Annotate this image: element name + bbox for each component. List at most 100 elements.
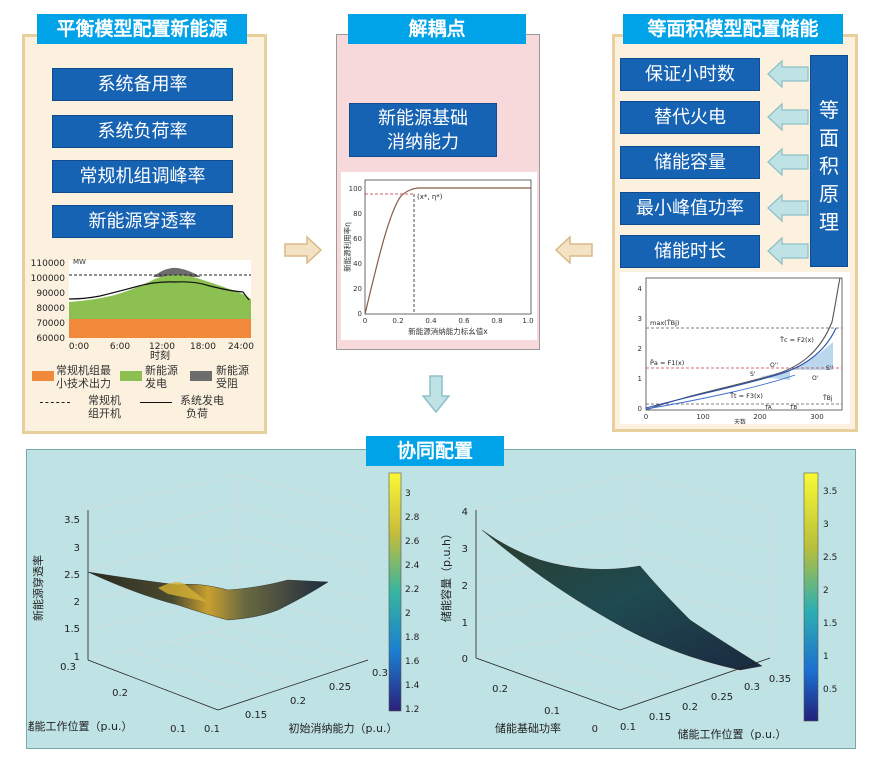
z-tick-3: 3 <box>462 544 468 555</box>
x-tick-0.2: 0.2 <box>492 684 508 695</box>
z-tick-3.5: 3.5 <box>64 515 80 526</box>
legend-load-line2: 负荷 <box>186 407 208 420</box>
principle-char-4: 原 <box>819 182 839 206</box>
ytick-70000: 70000 <box>36 319 65 329</box>
legend-renewable-line2: 发电 <box>145 377 167 390</box>
cbar-tick-1: 1 <box>823 652 829 662</box>
utilization-curve <box>364 187 531 315</box>
legend-swatch-renewable <box>120 371 142 381</box>
bottom-panel-title: 协同配置 <box>366 436 504 466</box>
arrow-icon-5 <box>767 236 809 266</box>
equal-area-principle-box: 等 面 积 原 理 <box>810 55 848 267</box>
label-max: max(T̄Bj) <box>650 318 679 327</box>
y-axis-label: 新能源利用率η <box>342 222 352 272</box>
y-tick-0.3: 0.3 <box>744 682 760 693</box>
item-min-peak-power: 最小峰值功率 <box>620 192 760 225</box>
point-label: (x*, η*) <box>417 193 443 201</box>
item-system-reserve-rate: 系统备用率 <box>52 68 233 101</box>
right-arrows <box>767 59 809 266</box>
y-tick-0.35: 0.35 <box>769 674 791 685</box>
xtick-0: 0 <box>644 413 648 421</box>
xtick-18: 18:00 <box>190 342 216 352</box>
ytick-100: 100 <box>349 185 362 193</box>
label-tb: TB <box>789 405 797 411</box>
ytick-20: 20 <box>353 285 362 293</box>
label-o2: O' <box>812 375 819 382</box>
y-tick-0.1: 0.1 <box>204 724 220 735</box>
ytick-1: 1 <box>638 375 642 383</box>
item-peak-regulation-rate: 常规机组调峰率 <box>52 160 233 193</box>
ytick-80000: 80000 <box>36 304 65 314</box>
label-pa: P̄a = F1(x) <box>650 358 684 367</box>
arrow-icon-3 <box>767 147 809 177</box>
legend-swatch-min-output <box>32 371 54 381</box>
cbar-tick-2.5: 2.5 <box>823 553 837 563</box>
item-storage-duration: 储能时长 <box>620 235 760 268</box>
xtick-0.8: 0.8 <box>491 317 502 325</box>
y-tick-0.2: 0.2 <box>682 702 698 713</box>
y-axis-label: 储能工作位置（p.u.） <box>678 727 787 741</box>
system-load-line <box>68 281 250 301</box>
ytick-100000: 100000 <box>31 274 66 284</box>
x-tick-0.1: 0.1 <box>544 706 560 717</box>
legend-commitment-line1: 常规机 <box>88 394 121 407</box>
box-line1: 新能源基础 <box>378 108 468 129</box>
item-system-load-rate: 系统负荷率 <box>52 115 233 148</box>
xtick-0.4: 0.4 <box>425 317 437 325</box>
z-tick-1.5: 1.5 <box>64 624 80 635</box>
z-tick-2: 2 <box>74 597 80 608</box>
left-panel-title: 平衡模型配置新能源 <box>37 14 247 44</box>
storage-surface <box>481 529 763 671</box>
daily-load-chart: MW 110000 100000 90000 80000 70000 60000… <box>31 258 255 362</box>
cbar-tick-1.8: 1.8 <box>405 633 420 643</box>
middle-panel-title: 解耦点 <box>348 14 526 44</box>
z-tick-2.5: 2.5 <box>64 570 80 581</box>
x-tick-0.1: 0.1 <box>170 724 186 735</box>
xtick-12: 12:00 <box>149 342 175 352</box>
xtick-24: 24:00 <box>228 342 254 352</box>
cbar-tick-1.2: 1.2 <box>405 705 419 715</box>
ytick-2: 2 <box>638 345 642 353</box>
principle-char-2: 面 <box>819 126 839 150</box>
y-axis-label: 初始消纳能力（p.u.） <box>289 721 398 735</box>
cbar-tick-2.2: 2.2 <box>405 585 419 595</box>
principle-char-1: 等 <box>819 98 839 122</box>
xtick-0: 0:00 <box>69 342 89 352</box>
z-tick-4: 4 <box>462 507 468 518</box>
plot-frame <box>364 179 532 315</box>
item-renewable-penetration-rate: 新能源穿透率 <box>52 205 233 238</box>
z-tick-2: 2 <box>462 581 468 592</box>
tc-curve <box>645 277 841 411</box>
blue-fill-curve <box>645 374 796 410</box>
shaded-area-s2 <box>790 342 833 370</box>
ytick-110000: 110000 <box>31 259 66 269</box>
legend-load-line1: 系统发电 <box>180 394 224 407</box>
x-axis-label: 储能工作位置（p.u.） <box>28 719 132 733</box>
y-tick-0.15: 0.15 <box>245 710 267 721</box>
storage-capacity-3d-plot: 4 3 2 1 0 储能容量（p.u.h） 0.2 0.1 0 储能基础功率 0… <box>440 472 837 741</box>
y-tick-0.1: 0.1 <box>620 722 636 733</box>
xtick-1.0: 1.0 <box>522 317 533 325</box>
legend-swatch-curtailed <box>190 371 212 381</box>
z-tick-0: 0 <box>462 654 468 665</box>
xtick-0.2: 0.2 <box>392 317 403 325</box>
xtick-100: 100 <box>696 413 709 421</box>
legend-curtailed-line2: 受阻 <box>216 377 238 390</box>
arrow-down-icon <box>421 375 451 414</box>
y-tick-0.15: 0.15 <box>649 712 671 723</box>
xtick-0: 0 <box>363 317 367 325</box>
arrow-icon-1 <box>767 59 809 89</box>
penetration-surface <box>87 571 329 621</box>
cbar-tick-1.4: 1.4 <box>405 681 420 691</box>
renewable-base-capacity-box: 新能源基础 消纳能力 <box>349 103 497 157</box>
label-tbj: T̄Bj <box>822 395 833 402</box>
box-line2: 消纳能力 <box>387 132 459 153</box>
cbar-tick-3: 3 <box>405 489 411 499</box>
tt-curve <box>645 327 837 409</box>
legend-renewable-line1: 新能源 <box>145 364 178 377</box>
label-ta: TA <box>764 405 772 411</box>
arrow-left-to-middle-icon <box>284 235 323 265</box>
y-tick-0.25: 0.25 <box>329 682 351 693</box>
x-axis-label: 新能源消纳能力标幺值x <box>408 326 488 336</box>
cbar-tick-2: 2 <box>405 609 411 619</box>
